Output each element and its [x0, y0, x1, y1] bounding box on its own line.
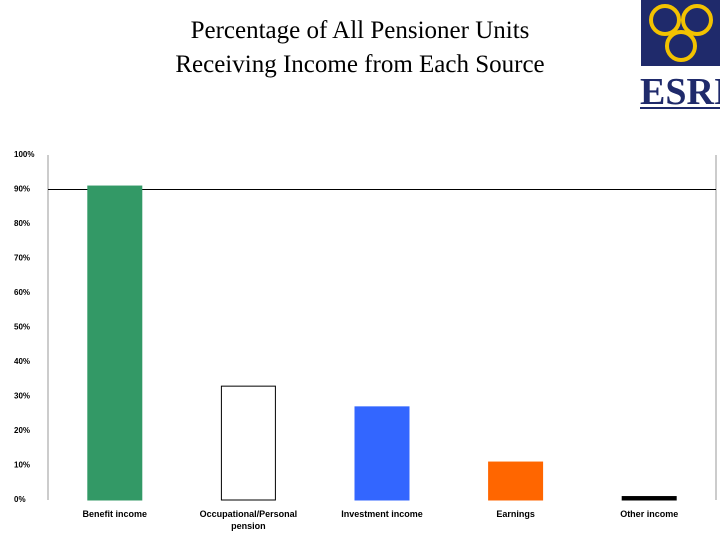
y-tick-label: 70% — [14, 254, 30, 263]
bar — [488, 461, 544, 501]
y-tick-label: 20% — [14, 426, 30, 435]
x-tick-label: Earnings — [496, 509, 535, 519]
y-tick-label: 90% — [14, 185, 30, 194]
logo-text: ESRI — [640, 71, 720, 113]
x-tick-label: Occupational/Personal pension — [200, 509, 298, 531]
y-tick-label: 40% — [14, 357, 30, 366]
y-tick-label: 10% — [14, 461, 30, 470]
y-tick-label: 100% — [14, 150, 34, 159]
bar — [220, 385, 276, 501]
y-tick-label: 60% — [14, 288, 30, 297]
bar — [354, 406, 410, 501]
bar — [87, 185, 143, 501]
x-tick-label: Other income — [620, 509, 678, 519]
x-tick-label: Benefit income — [83, 509, 148, 519]
y-tick-label: 30% — [14, 392, 30, 401]
logo-ring — [649, 4, 681, 36]
y-tick-label: 50% — [14, 323, 30, 332]
y-tick-label: 0% — [14, 495, 26, 504]
x-tick-label: Investment income — [341, 509, 423, 519]
bar — [621, 496, 677, 501]
logo-ring — [681, 4, 713, 36]
logo-ring — [665, 30, 697, 62]
logo: ESRI — [640, 0, 720, 113]
chart-title: Percentage of All Pensioner Units Receivi… — [175, 17, 544, 78]
y-tick-label: 80% — [14, 219, 30, 228]
